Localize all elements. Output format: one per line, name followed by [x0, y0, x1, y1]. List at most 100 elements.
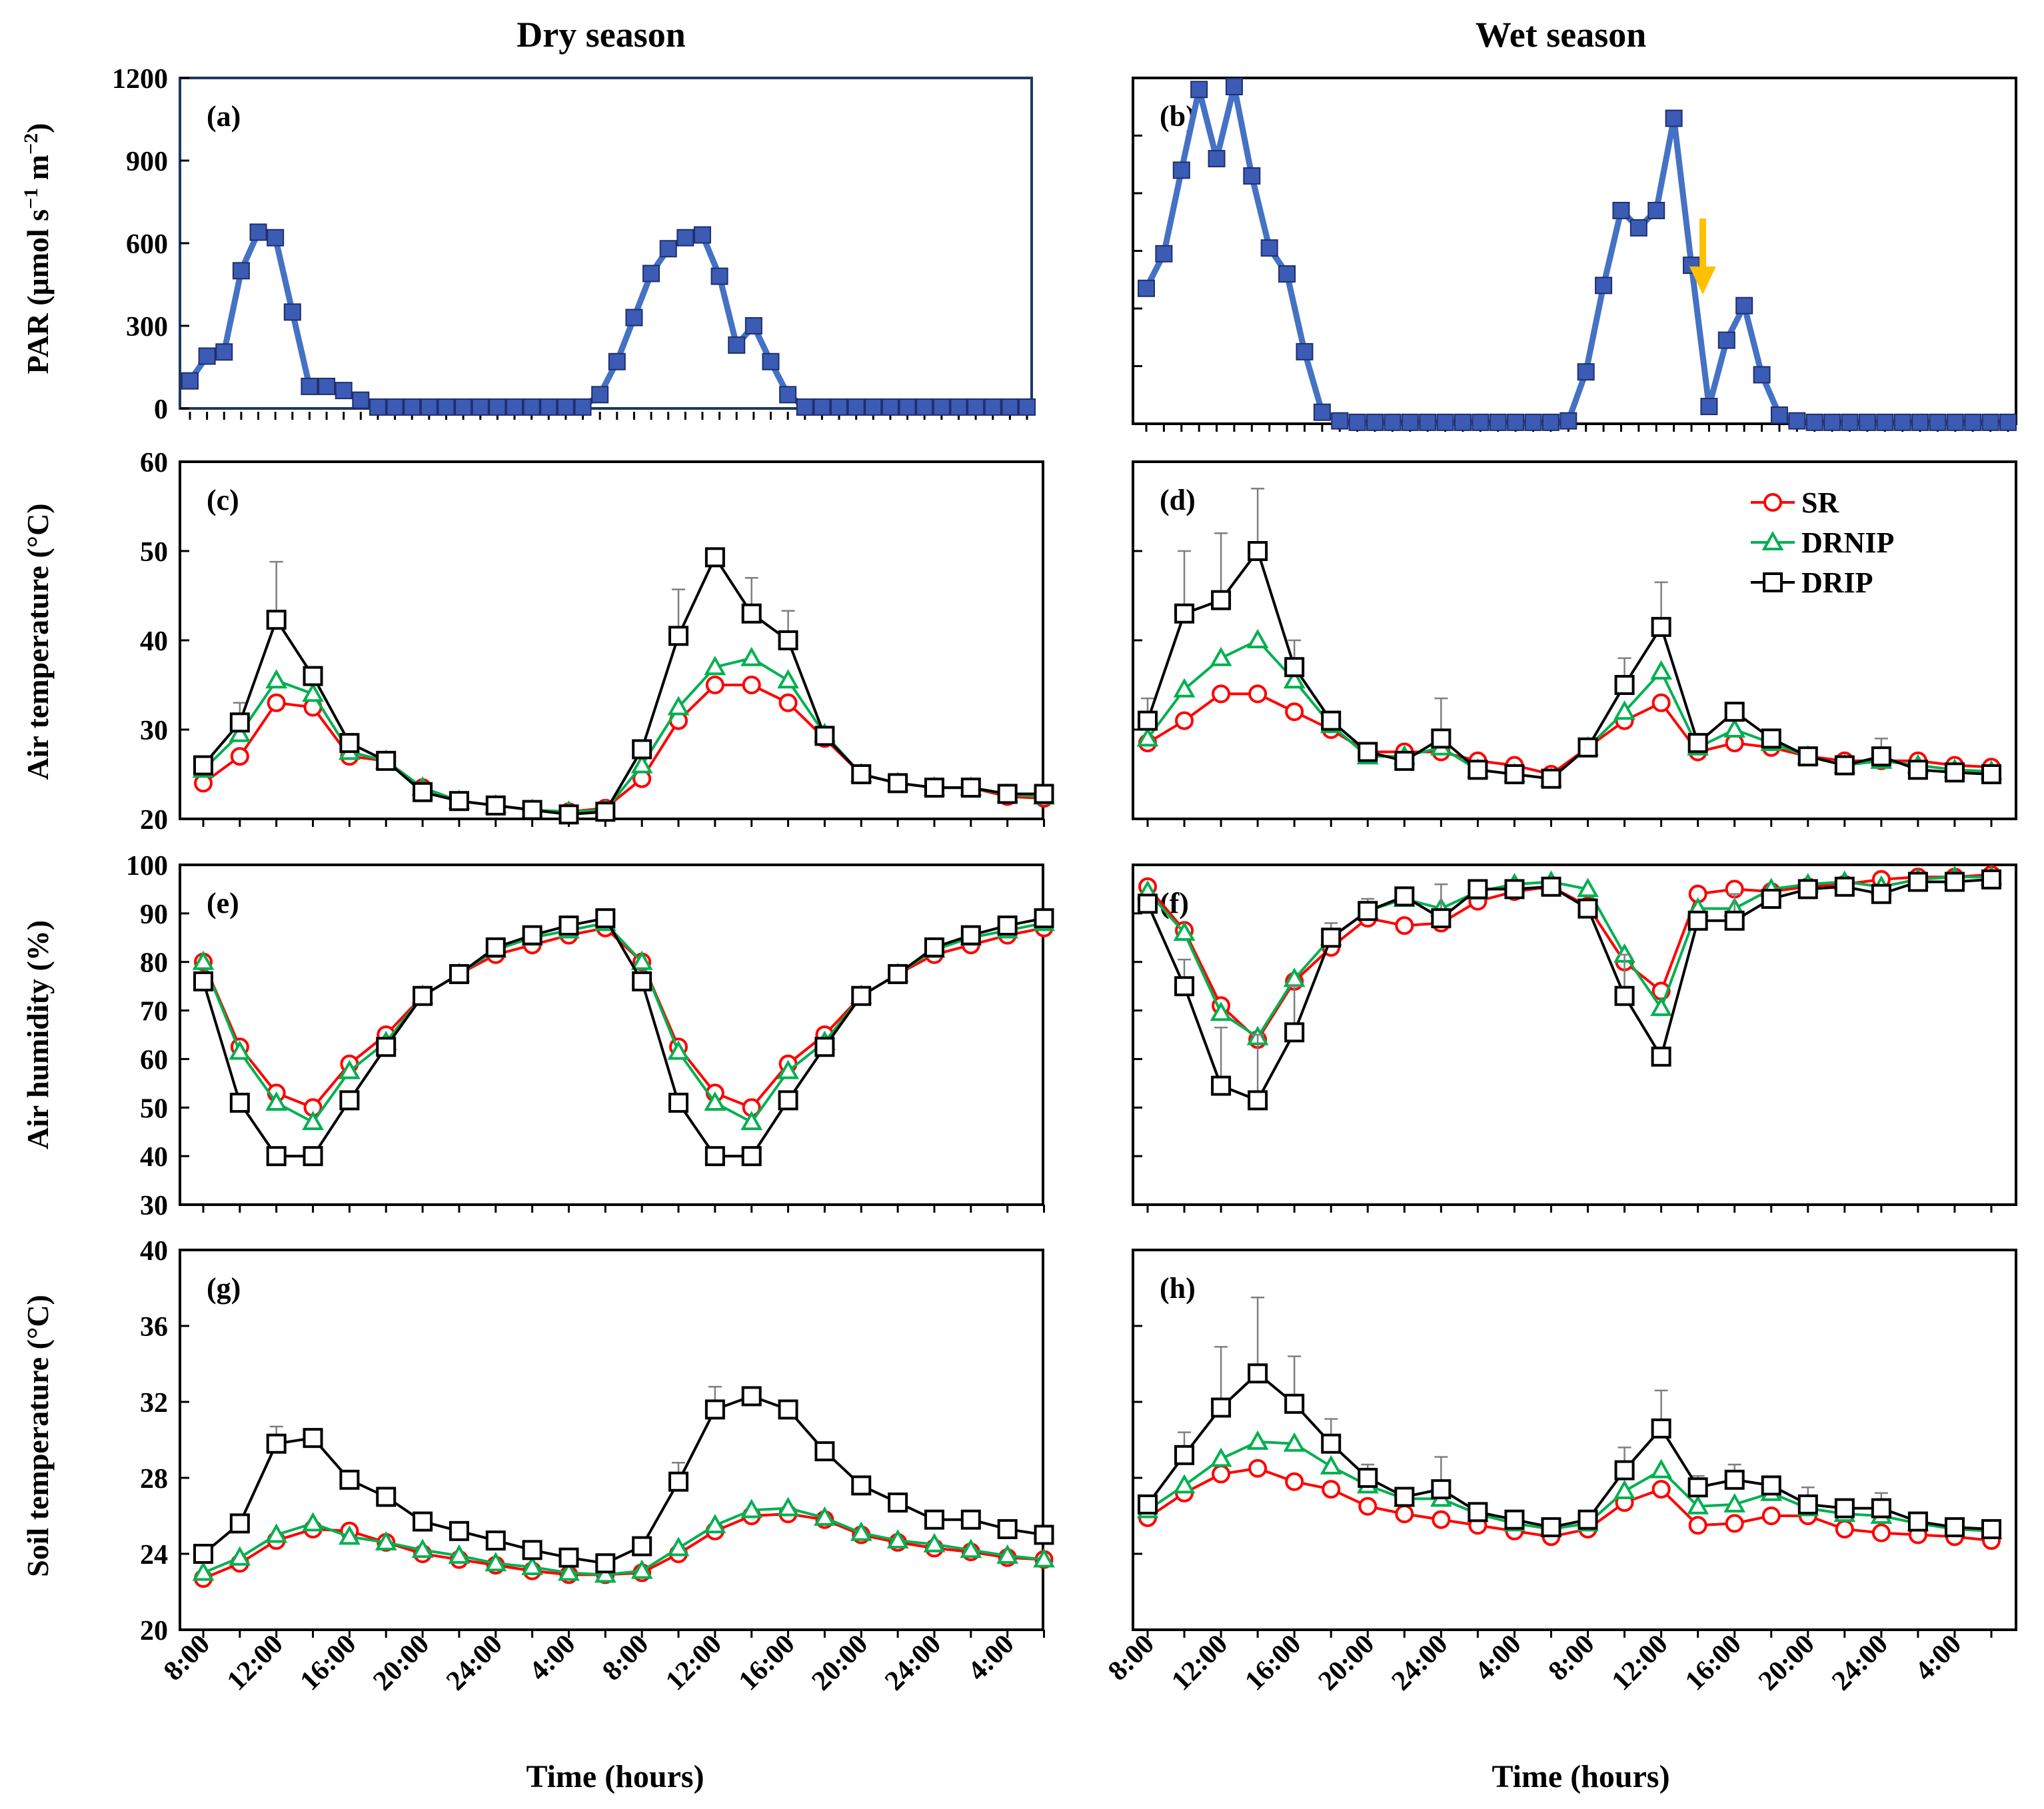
data-point-c-drip: [376, 750, 397, 771]
data-point-b-par: [1964, 413, 1982, 431]
data-point-d-drnip: [1650, 660, 1673, 680]
data-point-h-drnip: [1650, 1459, 1673, 1479]
legend-marker-sr: [1763, 493, 1782, 512]
data-point-d-sr: [1212, 684, 1231, 704]
data-point-e-drip: [376, 1037, 397, 1057]
plot-frame-f: [1132, 864, 2017, 1206]
x-tick-label: 24:00: [441, 1629, 509, 1697]
data-point-a-par: [369, 398, 387, 416]
data-point-c-sr: [230, 747, 249, 766]
data-point-g-drip: [229, 1513, 250, 1534]
panel-b: (b): [1132, 77, 2017, 432]
data-point-h-sr: [1761, 1507, 1781, 1525]
data-point-c-drnip: [777, 669, 799, 689]
data-point-b-par: [1348, 413, 1366, 431]
annotation-arrow: [1689, 219, 1716, 295]
data-point-c-drnip: [667, 696, 690, 716]
data-point-a-par: [950, 398, 968, 416]
series-line-e-sr: [202, 926, 1044, 1109]
data-point-h-sr: [1725, 1514, 1744, 1533]
data-point-h-drnip: [1210, 1447, 1232, 1467]
data-point-d-drip: [1834, 755, 1855, 776]
data-point-e-drip: [266, 1146, 287, 1167]
data-point-e-drnip: [667, 1040, 690, 1060]
data-point-d-drip: [1321, 710, 1342, 731]
data-point-e-drnip: [229, 1040, 251, 1060]
data-point-g-drnip: [923, 1532, 946, 1552]
data-point-c-sr: [778, 693, 798, 712]
data-point-c-drnip: [630, 754, 653, 774]
data-point-a-par: [335, 382, 353, 400]
data-point-f-drip: [1541, 876, 1561, 897]
data-point-f-drip: [1724, 910, 1745, 931]
data-point-a-par: [813, 398, 831, 416]
data-point-f-sr: [1395, 916, 1414, 935]
data-point-h-sr: [1432, 1510, 1451, 1529]
y-tick-label-g: 28: [140, 1464, 168, 1495]
data-point-g-drip: [632, 1536, 652, 1556]
legend-label-drnip: DRNIP: [1801, 526, 1894, 559]
data-point-a-par: [232, 262, 250, 280]
y-tick-label-a: 900: [126, 147, 168, 177]
data-point-d-drnip: [1283, 669, 1306, 689]
data-point-b-par: [1876, 413, 1894, 431]
data-point-h-drip: [1687, 1477, 1708, 1498]
plot-frame-g: [179, 1249, 1044, 1631]
data-point-f-drnip: [1210, 1001, 1232, 1021]
y-tick-label-g: 36: [140, 1312, 168, 1343]
data-point-d-drip: [1797, 746, 1818, 767]
x-tick-label: 8:00: [1102, 1629, 1160, 1687]
legend-marker-drnip: [1761, 530, 1784, 550]
data-point-e-drip: [668, 1093, 689, 1113]
data-point-e-drip: [193, 971, 213, 991]
data-point-f-drnip: [1577, 878, 1599, 898]
data-point-f-drnip: [1650, 996, 1673, 1016]
data-point-d-drnip: [1173, 678, 1196, 698]
data-point-e-drnip: [740, 1111, 763, 1131]
data-point-f-drip: [1468, 879, 1488, 900]
data-point-e-drip: [997, 915, 1018, 936]
data-point-g-drnip: [265, 1523, 288, 1543]
data-point-b-par: [1735, 297, 1753, 314]
data-point-c-drip: [632, 739, 652, 760]
data-point-a-par: [386, 398, 404, 416]
data-point-e-drnip: [630, 950, 653, 970]
data-point-d-sr: [1175, 711, 1194, 730]
air-humidity-axis-label: Air humidity (%): [21, 920, 55, 1149]
legend-label-sr: SR: [1801, 486, 1839, 519]
data-point-a-par: [318, 377, 336, 395]
soil-temperature-axis-label: Soil temperature (°C): [21, 1295, 55, 1577]
data-point-b-par: [1929, 413, 1947, 431]
data-point-h-drip: [1981, 1518, 2001, 1539]
data-point-d-drip: [1541, 768, 1561, 789]
data-point-a-par: [301, 377, 319, 395]
data-point-d-drip: [1174, 603, 1195, 624]
panel-label-h: (h): [1160, 1272, 1196, 1305]
data-point-f-drip: [1687, 910, 1708, 931]
data-point-e-drip: [924, 937, 944, 957]
data-point-h-sr: [1835, 1519, 1854, 1538]
data-point-b-par: [1805, 413, 1823, 431]
data-point-a-par: [283, 303, 301, 321]
data-point-b-par: [1753, 366, 1771, 384]
data-point-g-drnip: [960, 1538, 982, 1558]
panel-d: (d): [1132, 460, 2017, 827]
data-point-b-par: [1629, 219, 1647, 237]
panel-label-f: (f): [1160, 887, 1189, 919]
data-point-a-par: [608, 352, 626, 370]
data-point-b-par: [1489, 413, 1507, 431]
x-tick-labels-dry: 8:00 12:00 16:00 20:00 24:00 4:00 8:00 12:00 16:…: [158, 1629, 1020, 1697]
data-point-c-drip: [413, 782, 433, 802]
data-point-d-drip: [1907, 760, 1928, 780]
series-line-e-drip: [202, 917, 1044, 1158]
data-point-d-drip: [1394, 750, 1415, 771]
data-point-b-par: [1366, 413, 1384, 431]
data-point-d-sr: [1248, 684, 1268, 704]
data-point-b-par: [1155, 245, 1173, 263]
data-point-b-par: [1436, 413, 1454, 431]
data-point-d-drip: [1687, 733, 1708, 754]
data-point-e-drnip: [338, 1059, 361, 1079]
data-point-h-drip: [1468, 1502, 1488, 1522]
panel-label-d: (d): [1160, 484, 1196, 516]
data-point-c-sr: [742, 676, 761, 694]
